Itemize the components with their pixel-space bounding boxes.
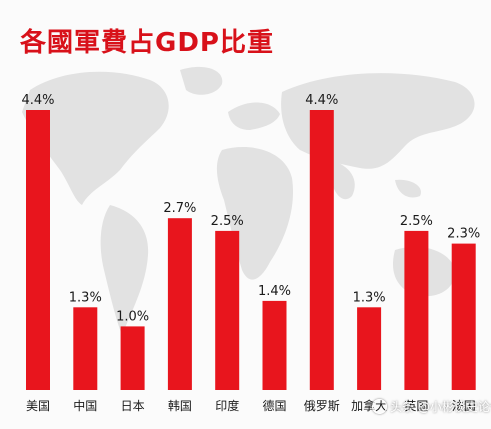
category-labels: 美国 中国 日本 韩国 印度 德国 俄罗斯 加拿大 英国 法国 — [26, 398, 476, 413]
watermark: 头条 @小彬谈史论今 — [372, 398, 491, 415]
bar-5 — [262, 300, 287, 390]
value-label-5: 1.4% — [258, 284, 291, 299]
chart-title: 各國軍費占GDP比重 — [20, 28, 274, 58]
value-label-9: 2.3% — [447, 227, 480, 242]
bar-3 — [167, 218, 192, 390]
bar-0 — [26, 110, 50, 390]
value-label-2: 1.0% — [116, 309, 149, 324]
bar-4 — [215, 230, 240, 390]
category-label-3: 韩国 — [168, 398, 192, 413]
value-label-0: 4.4% — [21, 93, 54, 108]
value-label-4: 2.5% — [211, 214, 244, 229]
bar-2 — [120, 326, 145, 390]
category-label-2: 日本 — [121, 399, 145, 413]
watermark-text: 头条 @小彬谈史论今 — [390, 400, 491, 414]
bar-8 — [404, 230, 429, 390]
value-label-3: 2.7% — [163, 201, 196, 216]
value-label-8: 2.5% — [400, 214, 433, 229]
bar-7 — [357, 307, 382, 390]
category-label-5: 德国 — [262, 398, 286, 413]
category-label-6: 俄罗斯 — [304, 399, 340, 413]
category-label-0: 美国 — [26, 399, 50, 413]
category-label-4: 印度 — [215, 398, 239, 413]
value-labels: 4.4% 1.3% 1.0% 2.7% 2.5% 1.4% 4.4% 1.3% 2.5% 2.3% — [21, 93, 480, 324]
category-label-8: 英国 — [404, 399, 428, 413]
category-label-1: 中国 — [73, 398, 97, 413]
value-label-1: 1.3% — [69, 290, 102, 305]
value-label-6: 4.4% — [305, 93, 338, 108]
category-label-9: 法国 — [452, 399, 476, 413]
bar-9 — [451, 243, 476, 390]
bar-1 — [73, 307, 98, 390]
camera-icon — [372, 399, 387, 414]
value-label-7: 1.3% — [353, 290, 386, 305]
bar-6 — [309, 110, 334, 390]
bars — [26, 110, 476, 390]
